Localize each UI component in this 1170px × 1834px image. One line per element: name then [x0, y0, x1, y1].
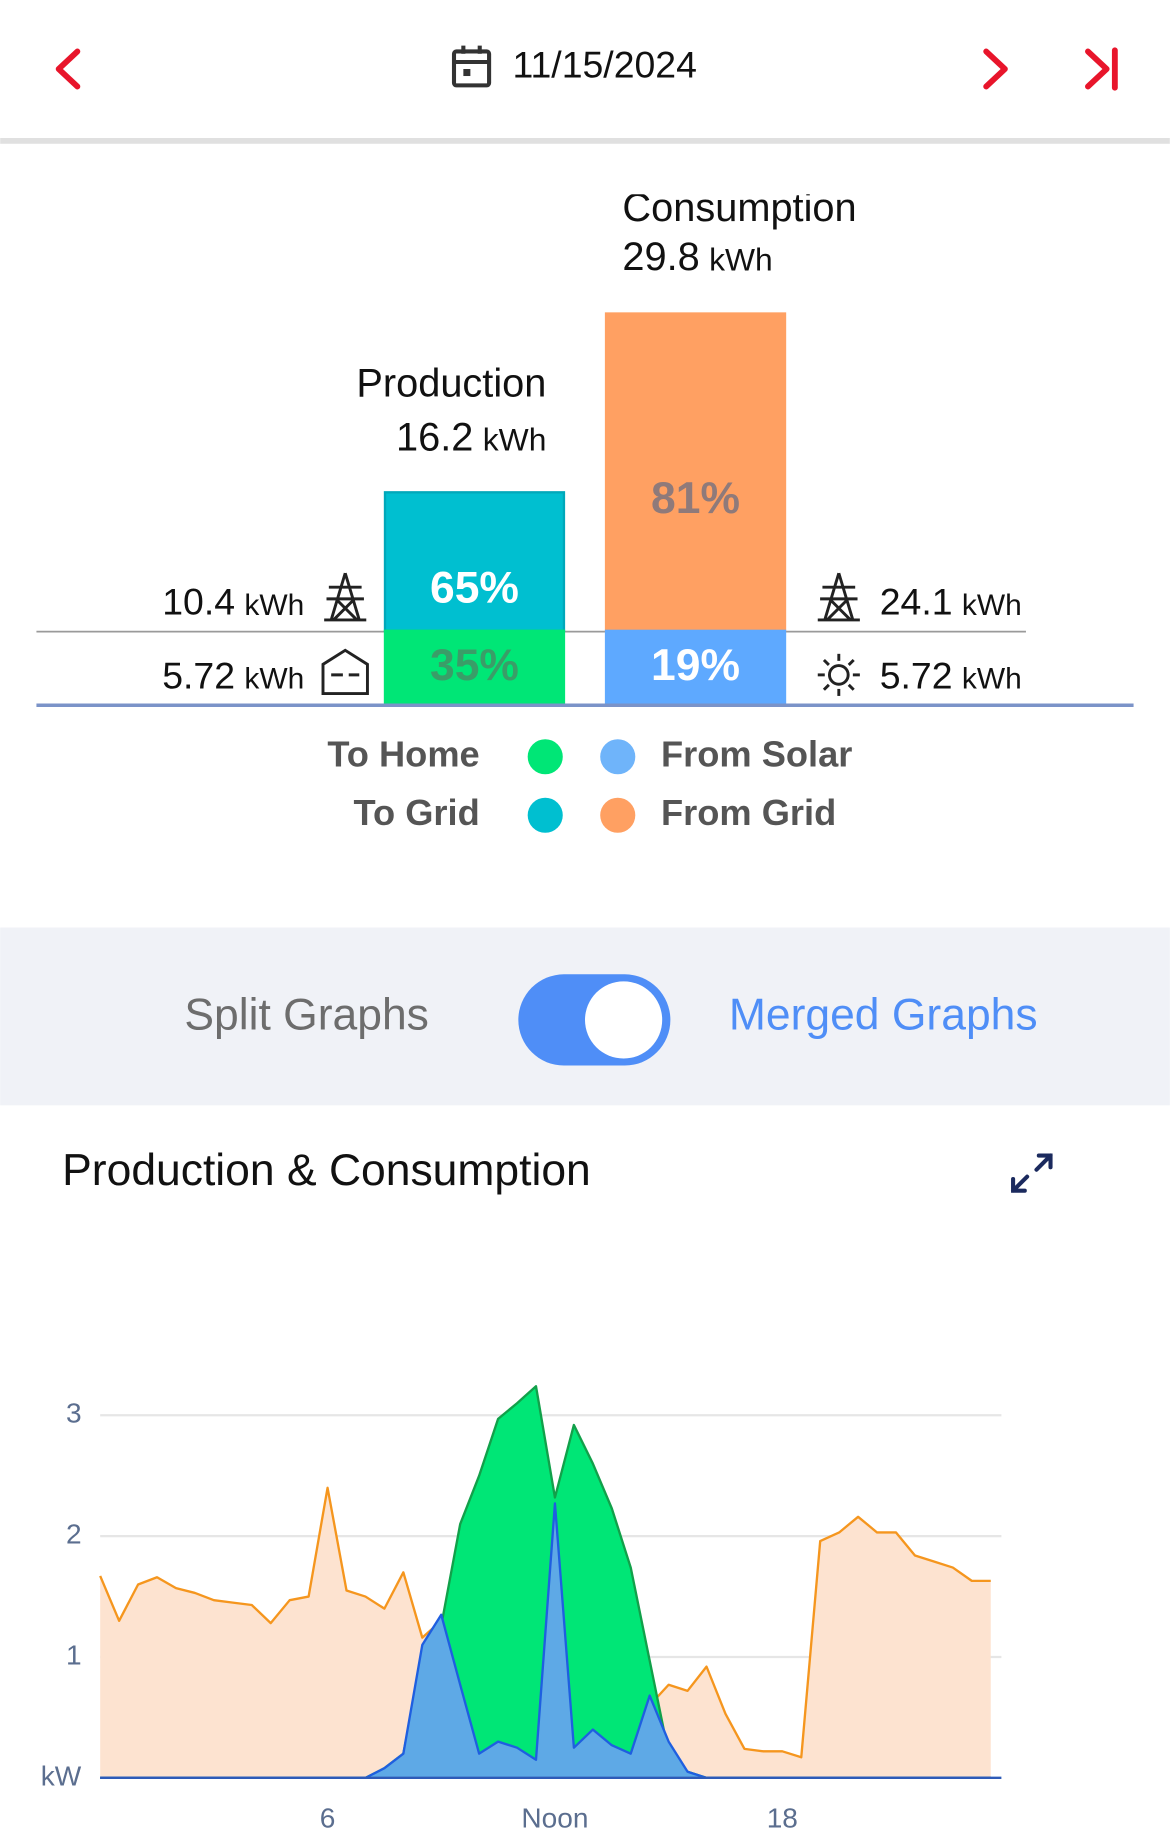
sun-icon	[817, 653, 860, 696]
x-tick-label: Noon	[521, 1802, 588, 1833]
consumption-total-unit: kWh	[709, 241, 773, 277]
date[interactable]: 11/15/2024	[512, 44, 696, 86]
split-label[interactable]: Split Graphs	[184, 990, 429, 1039]
to-home-kwh: 5.72	[162, 654, 235, 696]
segment-percent: 19%	[651, 641, 740, 690]
from-solar-kwh: 5.72	[880, 654, 953, 696]
y-tick-label: 2	[66, 1519, 82, 1550]
y-tick-label: 1	[66, 1639, 82, 1670]
legend-label: To Grid	[354, 792, 480, 833]
production-title: Production	[356, 361, 546, 405]
from-grid-kwh-unit: kWh	[962, 589, 1022, 622]
production-total: 16.2	[396, 415, 473, 459]
legend-dot	[600, 739, 636, 775]
to-home-kwh-unit: kWh	[244, 663, 304, 696]
expand-icon[interactable]	[1011, 1153, 1053, 1193]
merged-label[interactable]: Merged Graphs	[729, 990, 1038, 1039]
legend-dot	[527, 797, 563, 833]
pylon-icon	[324, 572, 367, 622]
production-segment	[383, 491, 566, 632]
energy-summary: 65% 35% 81% 19% Production kWh 16.2 29.8 kWh kWh 1…	[36, 235, 1134, 833]
to-grid-kwh-unit: kWh	[244, 589, 304, 622]
from-solar-kwh-unit: kWh	[962, 663, 1022, 696]
legend-label: To Home	[327, 733, 479, 774]
next-day[interactable]	[983, 48, 1008, 90]
pylon-icon	[817, 572, 860, 622]
sun-ray	[847, 658, 855, 666]
sun-core	[827, 664, 850, 686]
sun-ray	[847, 683, 855, 691]
consumption-segment	[604, 312, 787, 633]
scroll-cover	[0, 143, 1170, 195]
legend-dot	[527, 739, 563, 775]
y-tick-label: kW	[41, 1760, 82, 1791]
production-segment	[383, 629, 566, 707]
production-total-unit: kWh	[483, 422, 547, 458]
calendar-icon	[451, 45, 492, 88]
graph-toggle[interactable]	[518, 974, 671, 1066]
y-tick-label: 3	[66, 1398, 82, 1429]
x-tick-label: 6	[320, 1802, 336, 1833]
sun-ray	[822, 683, 830, 691]
house-icon	[321, 648, 369, 696]
chart-title: Production & Consumption	[62, 1146, 591, 1195]
series-area	[100, 1386, 991, 1778]
legend-label: From Grid	[661, 792, 836, 833]
to-grid-kwh: 10.4	[162, 581, 235, 623]
prev-day[interactable]	[55, 48, 81, 90]
last-day[interactable]	[1085, 47, 1118, 91]
segment-percent: 81%	[651, 474, 740, 523]
sun-ray	[822, 658, 830, 666]
chart: kW 1 2 3 6 Noon 18	[41, 1385, 1002, 1833]
consumption-segment	[604, 629, 787, 707]
from-grid-kwh: 24.1	[880, 581, 953, 623]
legend-dot	[600, 797, 636, 833]
header-divider	[0, 138, 1170, 144]
consumption-total: 29.8	[622, 235, 699, 279]
legend-label: From Solar	[661, 733, 852, 774]
segment-percent: 35%	[430, 641, 519, 690]
x-tick-label: 18	[767, 1802, 798, 1833]
segment-percent: 65%	[430, 564, 519, 613]
